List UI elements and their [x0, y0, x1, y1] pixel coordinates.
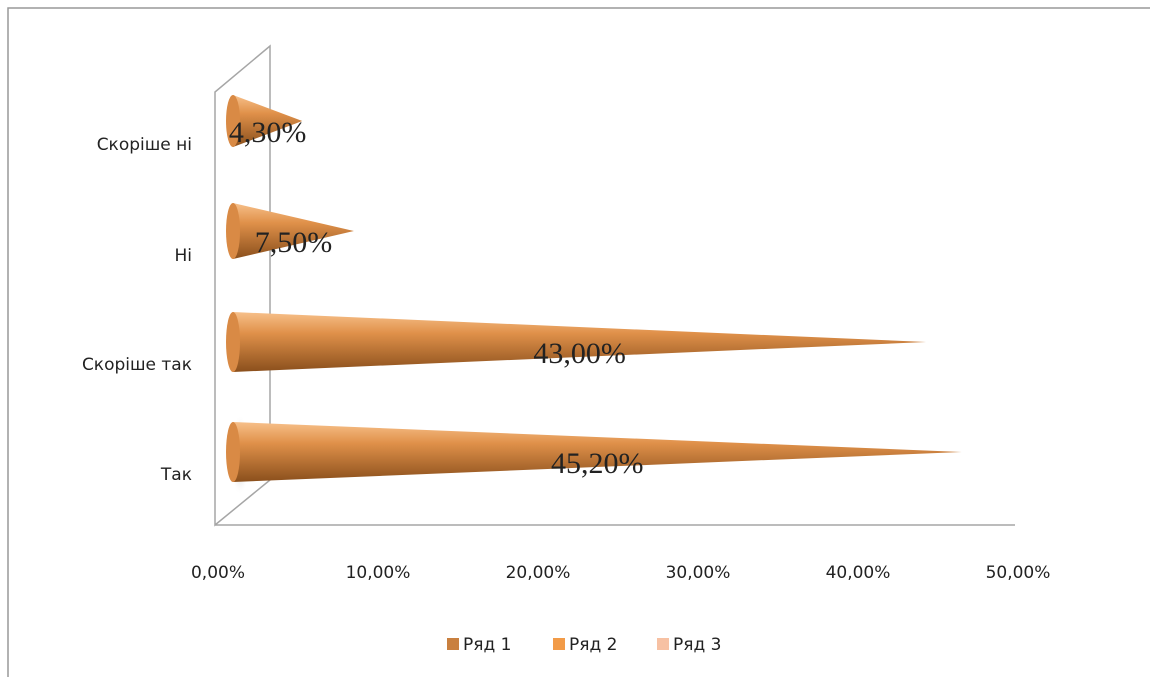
x-tick-label: 0,00% — [191, 563, 245, 583]
cone — [233, 203, 354, 259]
cone — [233, 422, 962, 482]
chart-frame — [7, 7, 1150, 677]
value-label: 45,20% — [551, 447, 644, 480]
x-tick-label: 50,00% — [986, 563, 1051, 583]
x-tick-label: 40,00% — [826, 563, 891, 583]
value-label: 4,30% — [229, 116, 307, 149]
legend-swatch — [447, 638, 459, 650]
legend-swatch — [657, 638, 669, 650]
value-label: 43,00% — [533, 337, 626, 370]
y-tick-label: Скоріше ні — [97, 135, 192, 155]
legend-label: Ряд 3 — [673, 635, 721, 655]
cone-base — [226, 95, 240, 147]
plot-walls — [214, 44, 1015, 527]
x-tick-label: 20,00% — [506, 563, 571, 583]
y-tick-label: Ні — [174, 246, 192, 266]
x-tick-label: 30,00% — [666, 563, 731, 583]
y-tick-label: Так — [160, 465, 192, 485]
cone-base — [226, 422, 240, 482]
legend-swatch — [553, 638, 565, 650]
value-label: 7,50% — [255, 226, 333, 259]
legend-label: Ряд 2 — [569, 635, 617, 655]
legend-label: Ряд 1 — [463, 635, 511, 655]
y-tick-label: Скоріше так — [82, 355, 192, 375]
cone — [233, 95, 303, 147]
cone-base — [226, 312, 240, 372]
cone — [233, 312, 927, 372]
cone-base — [226, 203, 240, 259]
x-tick-label: 10,00% — [346, 563, 411, 583]
